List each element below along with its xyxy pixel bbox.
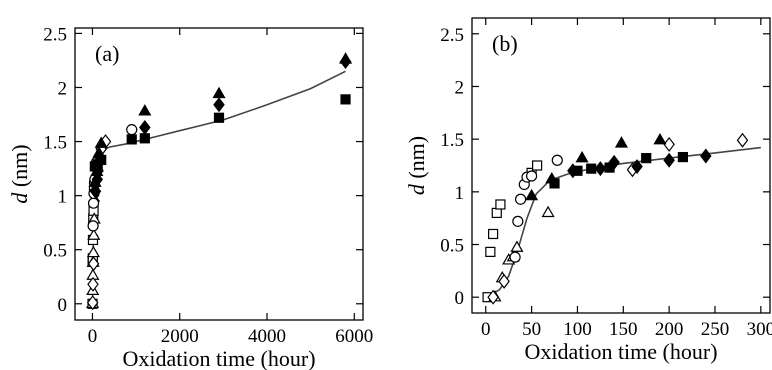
panel-b-x-tick-label: 200 (655, 319, 684, 340)
panel-b-point-square-filled (641, 153, 652, 164)
panel-b-y-tick-label: 2 (455, 77, 465, 98)
panel-a-x-tick-label: 2000 (161, 326, 199, 347)
panel-a-x-tick-label: 4000 (248, 326, 286, 347)
panel-b-series-diamond-filled (567, 148, 712, 179)
panel-b-y-axis-title: d (nm) (404, 136, 429, 195)
panel-a-point-triangle-filled (138, 104, 152, 116)
panel-a-y-tick-label: 0 (58, 295, 68, 316)
panel-a-point-triangle-open (86, 245, 100, 258)
panel-b-label: (b) (492, 31, 518, 56)
panel-b-series-circle-open (509, 154, 563, 263)
panel-a-point-diamond-filled (91, 171, 104, 187)
panel-b-point-diamond-filled (663, 152, 675, 168)
panel-b-series-square-open (482, 160, 543, 303)
panel-a-point-triangle-open (87, 228, 101, 240)
panel-a-y-tick-label: 1 (58, 187, 68, 208)
panel-a-point-diamond-open (86, 295, 99, 311)
panel-b-series-triangle-filled (525, 133, 667, 201)
panel-b-point-square-filled (677, 151, 688, 163)
panel-b-point-triangle-filled (525, 188, 539, 201)
panel-b-point-square-open (487, 228, 499, 240)
panel-a-point-diamond-filled (213, 97, 225, 113)
panel-a-point-triangle-filled (212, 86, 226, 99)
panel-b-y-axis-symbol: d (404, 183, 429, 195)
panel-a-label: (a) (95, 41, 119, 66)
panel-b-point-circle-open (509, 251, 521, 263)
panel-b-point-triangle-filled (614, 136, 629, 148)
panel-a-point-square-filled (213, 112, 225, 123)
panel-b-point-triangle-filled (575, 150, 589, 163)
panel-b-point-circle-open (551, 154, 563, 166)
panel-b-point-diamond-open (487, 289, 499, 305)
panel-a-point-diamond-open (87, 276, 99, 292)
panel-b-point-triangle-open (510, 240, 524, 252)
panel-b-point-square-open (491, 207, 502, 219)
panel-a-point-triangle-filled (94, 136, 108, 148)
panel-a-plot-frame (74, 27, 364, 321)
panel-b-x-tick-label: 150 (609, 319, 638, 340)
panel-a-point-square-filled (139, 133, 150, 144)
panel-a-y-axis-unit: (nm) (7, 144, 32, 192)
panel-b-point-circle-open (512, 215, 524, 227)
panel-b-y-tick-label: 1 (455, 183, 465, 204)
panel-b-point-square-filled (586, 163, 597, 174)
panel-b-point-diamond-filled (594, 161, 607, 177)
panel-a-point-circle-open (87, 220, 99, 232)
panel-b-point-circle-open (514, 193, 527, 205)
panel-b-point-diamond-filled (567, 163, 579, 179)
panel-b-y-tick-label: 2.5 (440, 25, 464, 46)
panel-a-point-diamond-open (87, 256, 100, 272)
panel-b-point-diamond-open (663, 136, 675, 152)
panel-a-x-axis-title: Oxidation time (hour) (122, 346, 315, 370)
panel-a-point-square-filled (340, 94, 351, 105)
panel-a-y-tick-label: 0.5 (43, 241, 67, 262)
panel-a-point-diamond-filled (93, 149, 106, 165)
panel-a-point-circle-open (87, 197, 100, 209)
panel-a-y-axis-title: d (nm) (7, 144, 32, 203)
panel-b-y-axis-unit: (nm) (404, 136, 429, 184)
panel-b-x-axis-title: Oxidation time (hour) (524, 339, 717, 364)
panel-b-point-square-open (495, 199, 506, 210)
panel-a-point-diamond-filled (92, 163, 104, 179)
panel-a-x-tick-label: 6000 (335, 326, 373, 347)
panel-a-y-tick-label: 1.5 (43, 133, 67, 154)
panel-b-point-diamond-filled (700, 148, 712, 164)
panel-b-y-tick-label: 1.5 (440, 130, 464, 151)
panel-b-y-tick-label: 0 (455, 288, 465, 309)
panel-b-point-diamond-open (736, 132, 749, 148)
panel-b-point-circle-open (525, 170, 538, 182)
panel-a-y-tick-label: 2.5 (43, 24, 67, 45)
panel-a-chart: 0 2000 4000 6000 0 0.5 1 1.5 2 2.5 Oxidation time … (7, 24, 373, 370)
panel-a-series-diamond-filled (89, 54, 352, 199)
panel-b-x-tick-label: 50 (522, 319, 541, 340)
panel-a-point-diamond-filled (89, 183, 102, 199)
panel-b-chart: 0 50 100 150 200 250 300 0 0.5 1 1.5 2 2.5 Oxidation … (404, 17, 772, 364)
panel-b-point-triangle-filled (653, 133, 667, 145)
panel-a-y-axis-symbol: d (7, 192, 32, 204)
panel-b-point-square-open (532, 160, 543, 171)
panel-b-point-diamond-filled (631, 159, 643, 175)
panel-b-x-tick-label: 300 (747, 319, 772, 340)
panel-a-point-diamond-filled (139, 120, 151, 135)
panel-b-x-tick-label: 100 (563, 319, 592, 340)
panel-a-point-diamond-filled (339, 54, 352, 70)
panel-b-plot-frame (471, 17, 771, 314)
panel-a-point-circle-open (126, 124, 138, 136)
panel-b-point-square-open (485, 246, 496, 257)
panel-b-point-triangle-open (541, 205, 555, 218)
panel-b-x-tick-label: 0 (481, 319, 491, 340)
panel-a-point-square-filled (126, 134, 137, 145)
panel-b-point-diamond-open (498, 273, 510, 289)
panel-a-y-tick-label: 2 (58, 78, 68, 99)
panel-b-x-tick-label: 250 (701, 319, 730, 340)
panel-b-y-tick-label: 0.5 (440, 236, 464, 257)
panel-a-x-tick-label: 0 (88, 326, 98, 347)
panel-b-point-triangle-filled (545, 171, 559, 184)
panel-b-point-diamond-filled (608, 154, 620, 170)
